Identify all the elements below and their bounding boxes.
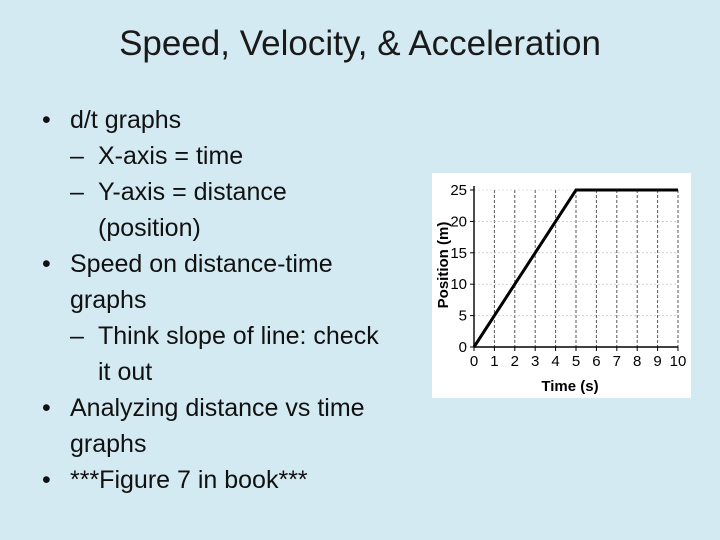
chart-grid (474, 189, 679, 347)
bullet-dot: • (42, 394, 51, 422)
x-tick-label: 10 (670, 353, 687, 370)
bullet-list: • d/t graphs – X-axis = time – Y-axis = … (40, 102, 440, 498)
x-tick-label: 9 (653, 353, 661, 370)
bullet-2-sub-1: – Think slope of line: check it out (40, 318, 440, 390)
position-line (472, 188, 678, 348)
x-tick-label: 5 (572, 353, 580, 370)
bullet-2-text: Speed on distance-time graphs (70, 250, 333, 314)
bullet-4-text: ***Figure 7 in book*** (70, 466, 308, 494)
chart-y-ticks: 0 5 10 15 20 25 (450, 182, 474, 356)
y-tick-label: 20 (450, 213, 467, 230)
x-tick-label: 2 (511, 353, 519, 370)
bullet-3-text: Analyzing distance vs time graphs (70, 394, 365, 458)
bullet-2: • Speed on distance-time graphs (40, 246, 440, 318)
y-tick-label: 25 (450, 182, 467, 199)
bullet-2-sub-1-text: Think slope of line: check it out (98, 322, 379, 386)
x-axis-label: Time (s) (541, 378, 598, 395)
sub-dash: – (70, 178, 84, 206)
y-tick-label: 10 (450, 276, 467, 293)
bullet-dot: • (42, 106, 51, 134)
x-tick-label: 7 (613, 353, 621, 370)
position-time-chart: 0 1 2 3 4 5 6 7 8 9 10 0 5 10 15 20 25 Time (s) Positio… (432, 173, 691, 398)
chart-x-ticks: 0 1 2 3 4 5 6 7 8 9 10 (470, 347, 687, 370)
slide-title: Speed, Velocity, & Acceleration (119, 24, 601, 63)
bullet-dot: • (42, 466, 51, 494)
bullet-3: • Analyzing distance vs time graphs (40, 390, 440, 462)
bullet-dot: • (42, 250, 51, 278)
x-tick-label: 6 (592, 353, 600, 370)
bullet-1-sub-2-text: Y-axis = distance (position) (98, 178, 287, 242)
x-tick-label: 0 (470, 353, 478, 370)
bullet-1-sub-1-text: X-axis = time (98, 142, 244, 170)
bullet-4: • ***Figure 7 in book*** (40, 462, 440, 498)
y-tick-label: 15 (450, 245, 467, 262)
sub-dash: – (70, 142, 84, 170)
sub-dash: – (70, 322, 84, 350)
y-tick-label: 5 (459, 308, 467, 325)
bullet-1-sub-1: – X-axis = time (40, 138, 440, 174)
x-tick-label: 3 (531, 353, 539, 370)
bullet-1-text: d/t graphs (70, 106, 182, 134)
bullet-1: • d/t graphs (40, 102, 440, 138)
x-tick-label: 4 (551, 353, 559, 370)
x-tick-label: 8 (633, 353, 641, 370)
y-tick-label: 0 (459, 339, 467, 356)
bullet-1-sub-2: – Y-axis = distance (position) (40, 174, 440, 246)
y-axis-label: Position (m) (435, 222, 452, 309)
x-tick-label: 1 (490, 353, 498, 370)
